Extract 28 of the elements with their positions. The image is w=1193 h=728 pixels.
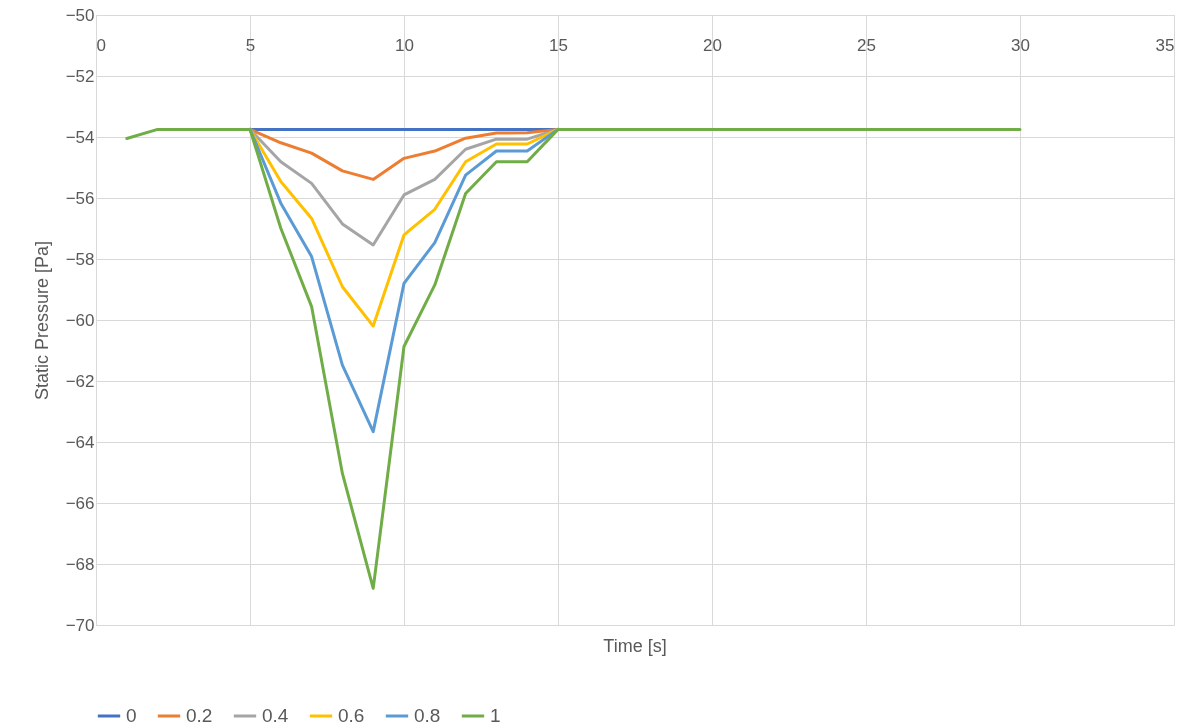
x-tick-label: 35	[1155, 35, 1175, 55]
y-tick-label: −70	[65, 615, 95, 635]
x-tick-label: 10	[395, 35, 414, 55]
y-tick-label: −52	[65, 66, 95, 86]
line-series	[125, 127, 1022, 590]
y-tick-label: −56	[65, 188, 95, 208]
y-tick-label: −66	[65, 493, 95, 513]
x-tick-label: 0	[96, 35, 106, 55]
x-tick-label: 30	[1011, 35, 1030, 55]
legend-label: 0	[126, 705, 137, 726]
x-tick-label: 20	[703, 35, 722, 55]
y-tick-label: −60	[65, 310, 95, 330]
y-tick-label: −62	[65, 371, 95, 391]
x-tick-label: 5	[245, 35, 256, 55]
y-tick-label: −68	[65, 554, 95, 574]
legend-label: 0.6	[338, 705, 365, 726]
legend-label: 0.8	[414, 705, 441, 726]
y-tick-label: −64	[65, 432, 95, 452]
legend-label: 1	[490, 705, 501, 726]
y-tick-label: −50	[65, 5, 95, 25]
y-axis-title: Static Pressure [Pa]	[31, 240, 52, 401]
legend-label: 0.4	[262, 705, 289, 726]
y-tick-label: −54	[65, 127, 95, 147]
x-tick-label: 15	[549, 35, 568, 55]
x-tick-label: 25	[857, 35, 876, 55]
legend-label: 0.2	[186, 705, 213, 726]
x-axis-title: Time [s]	[603, 636, 667, 656]
y-tick-label: −58	[65, 249, 95, 269]
